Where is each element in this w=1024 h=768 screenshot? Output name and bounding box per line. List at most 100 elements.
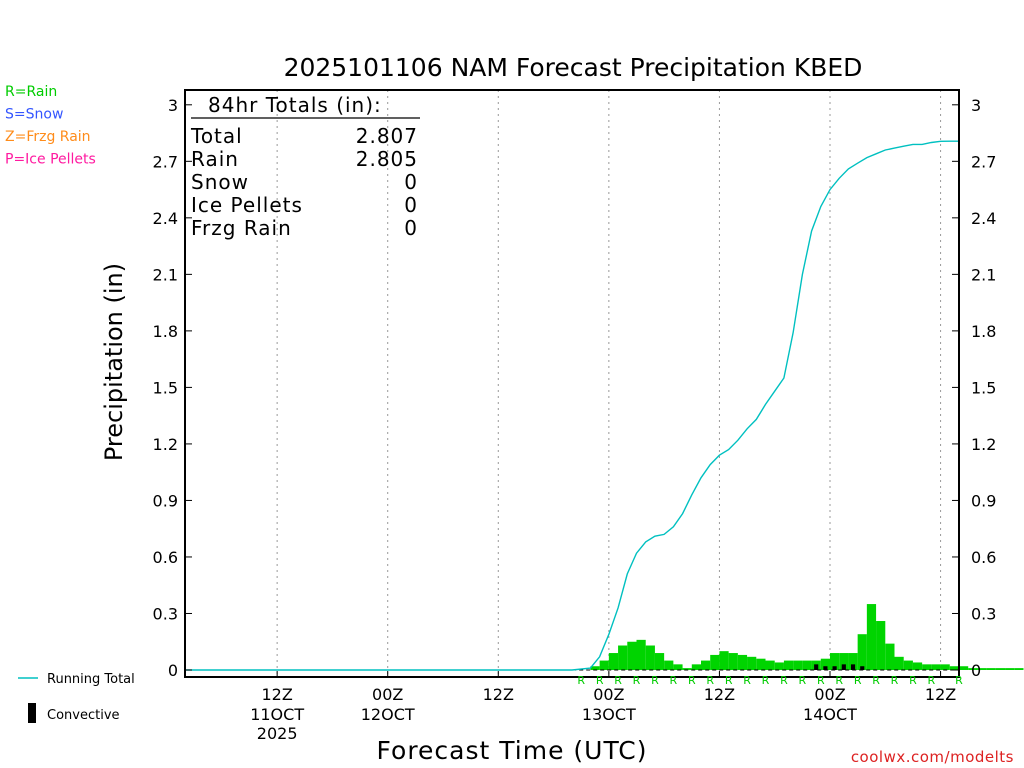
rain-bar-32 <box>885 643 895 670</box>
rain-bar-4 <box>627 641 637 670</box>
y-axis-right: 0 0.3 0.6 0.9 1.2 1.5 1.8 2.1 2.4 2.7 3 <box>952 96 996 680</box>
rain-bar-15 <box>728 653 738 670</box>
ptype-symbol-3: R <box>633 674 641 687</box>
y-axis-left: 0 0.3 0.6 0.9 1.2 1.5 1.8 2.1 2.4 2.7 3 <box>153 96 192 680</box>
y-tick-label-left-9: 2.7 <box>153 152 178 171</box>
ptype-symbol-6: R <box>688 674 696 687</box>
ptype-symbol-5: R <box>670 674 678 687</box>
ptype-legend: R=Rain S=Snow Z=Frzg Rain P=Ice Pellets <box>5 84 96 168</box>
y-tick-label-left-1: 0.3 <box>153 604 178 623</box>
rain-bar-25 <box>820 658 830 670</box>
y-tick-label-left-7: 2.1 <box>153 265 178 284</box>
y-tick-label-right-10: 3 <box>971 96 981 115</box>
ptype-symbol-13: R <box>817 674 825 687</box>
rain-bar-37 <box>931 664 941 670</box>
series-legend: Running Total Convective <box>18 672 135 723</box>
rain-bar-7 <box>654 653 665 670</box>
rain-bar-35 <box>912 662 923 670</box>
x-gridlines <box>276 90 942 677</box>
rain-bar-39 <box>949 666 959 670</box>
totals-label-2: Snow <box>191 170 249 194</box>
y-tick-label-left-10: 3 <box>168 96 178 115</box>
ptype-symbol-15: R <box>854 674 862 687</box>
totals-value-3: 0 <box>404 193 418 217</box>
y-tick-label-right-4: 1.2 <box>971 435 996 454</box>
y-tick-label-left-6: 1.8 <box>153 322 178 341</box>
chart-title: 2025101106 NAM Forecast Precipitation KB… <box>284 53 863 82</box>
rain-bar-42 <box>977 668 987 670</box>
x-tick-label-3: 00Z <box>593 685 624 704</box>
y-axis-label: Precipitation (in) <box>100 263 128 461</box>
ptype-symbol-16: R <box>872 674 880 687</box>
running-total-line <box>185 140 959 671</box>
y-tick-label-left-0: 0 <box>168 661 178 680</box>
rain-bar-33 <box>894 656 904 670</box>
ptype-symbol-2: R <box>614 674 622 687</box>
ptype-symbol-14: R <box>835 674 843 687</box>
rain-bar-2 <box>608 653 619 670</box>
y-tick-label-left-3: 0.9 <box>153 491 178 510</box>
x-tick-label-1: 00Z <box>372 685 403 704</box>
rain-bar-17 <box>747 656 757 670</box>
convective-bar-0 <box>814 664 819 670</box>
rain-bar-40 <box>959 666 969 670</box>
rain-bar-30 <box>866 604 877 670</box>
ptype-symbol-19: R <box>928 674 936 687</box>
ptype-symbol-0: R <box>577 674 585 687</box>
ptype-legend-1: S=Snow <box>5 107 63 123</box>
y-tick-label-right-5: 1.5 <box>971 378 996 397</box>
x-tick-label-4: 12Z <box>704 685 735 704</box>
y-tick-label-right-3: 0.9 <box>971 491 996 510</box>
rain-bar-21 <box>783 660 794 670</box>
totals-value-0: 2.807 <box>356 124 418 148</box>
convective-bar-1 <box>823 666 828 670</box>
y-tick-label-right-1: 0.3 <box>971 604 996 623</box>
plot-frame <box>184 89 960 678</box>
x-tick-label-2: 12Z <box>483 685 514 704</box>
convective-bar-3 <box>841 664 846 670</box>
x-tick-date-3: 13OCT <box>582 705 636 724</box>
totals-label-4: Frzg Rain <box>191 216 292 240</box>
y-tick-label-right-9: 2.7 <box>971 152 996 171</box>
rain-bar-27 <box>839 653 849 670</box>
x-tick-label-6: 12Z <box>925 685 956 704</box>
rain-bar-19 <box>765 660 775 670</box>
convective-bar-2 <box>832 666 837 670</box>
rain-bar-1 <box>599 660 609 670</box>
ptype-symbol-8: R <box>725 674 733 687</box>
ptype-symbol-11: R <box>780 674 788 687</box>
convective-bar-4 <box>850 664 856 670</box>
x-tick-year-0: 2025 <box>257 724 298 743</box>
rain-bar-9 <box>673 664 683 670</box>
rain-bar-44 <box>995 668 1006 670</box>
ptype-symbol-18: R <box>909 674 917 687</box>
rain-bar-14 <box>719 651 729 670</box>
rain-bar-5 <box>636 639 646 670</box>
credit-text: coolwx.com/modelts <box>851 748 1014 766</box>
x-tick-date-5: 14OCT <box>803 705 857 724</box>
ptype-legend-2: Z=Frzg Rain <box>5 129 91 145</box>
convective-bars <box>814 664 865 670</box>
y-tick-label-left-2: 0.6 <box>153 548 178 567</box>
rain-bar-3 <box>618 645 628 670</box>
ptype-symbol-1: R <box>596 674 604 687</box>
x-tick-label-0: 12Z <box>261 685 292 704</box>
ptype-legend-0: R=Rain <box>5 84 57 100</box>
convective-bar-5 <box>860 666 865 670</box>
totals-rows: Total 2.807 Rain 2.805 Snow 0 Ice Pellets 0 Frzg… <box>190 124 418 240</box>
rain-bar-29 <box>857 634 867 670</box>
x-axis-label: Forecast Time (UTC) <box>377 736 648 765</box>
totals-label-0: Total <box>190 124 243 148</box>
totals-label-3: Ice Pellets <box>191 193 303 217</box>
totals-label-1: Rain <box>191 147 239 171</box>
rain-bar-6 <box>645 645 655 670</box>
rain-bar-34 <box>903 660 913 670</box>
totals-value-2: 0 <box>404 170 418 194</box>
ptype-symbol-20: R <box>955 674 963 687</box>
rain-bar-43 <box>986 668 996 670</box>
rain-bar-28 <box>848 653 858 670</box>
rain-bar-41 <box>968 668 978 670</box>
ptype-legend-3: P=Ice Pellets <box>5 152 96 168</box>
